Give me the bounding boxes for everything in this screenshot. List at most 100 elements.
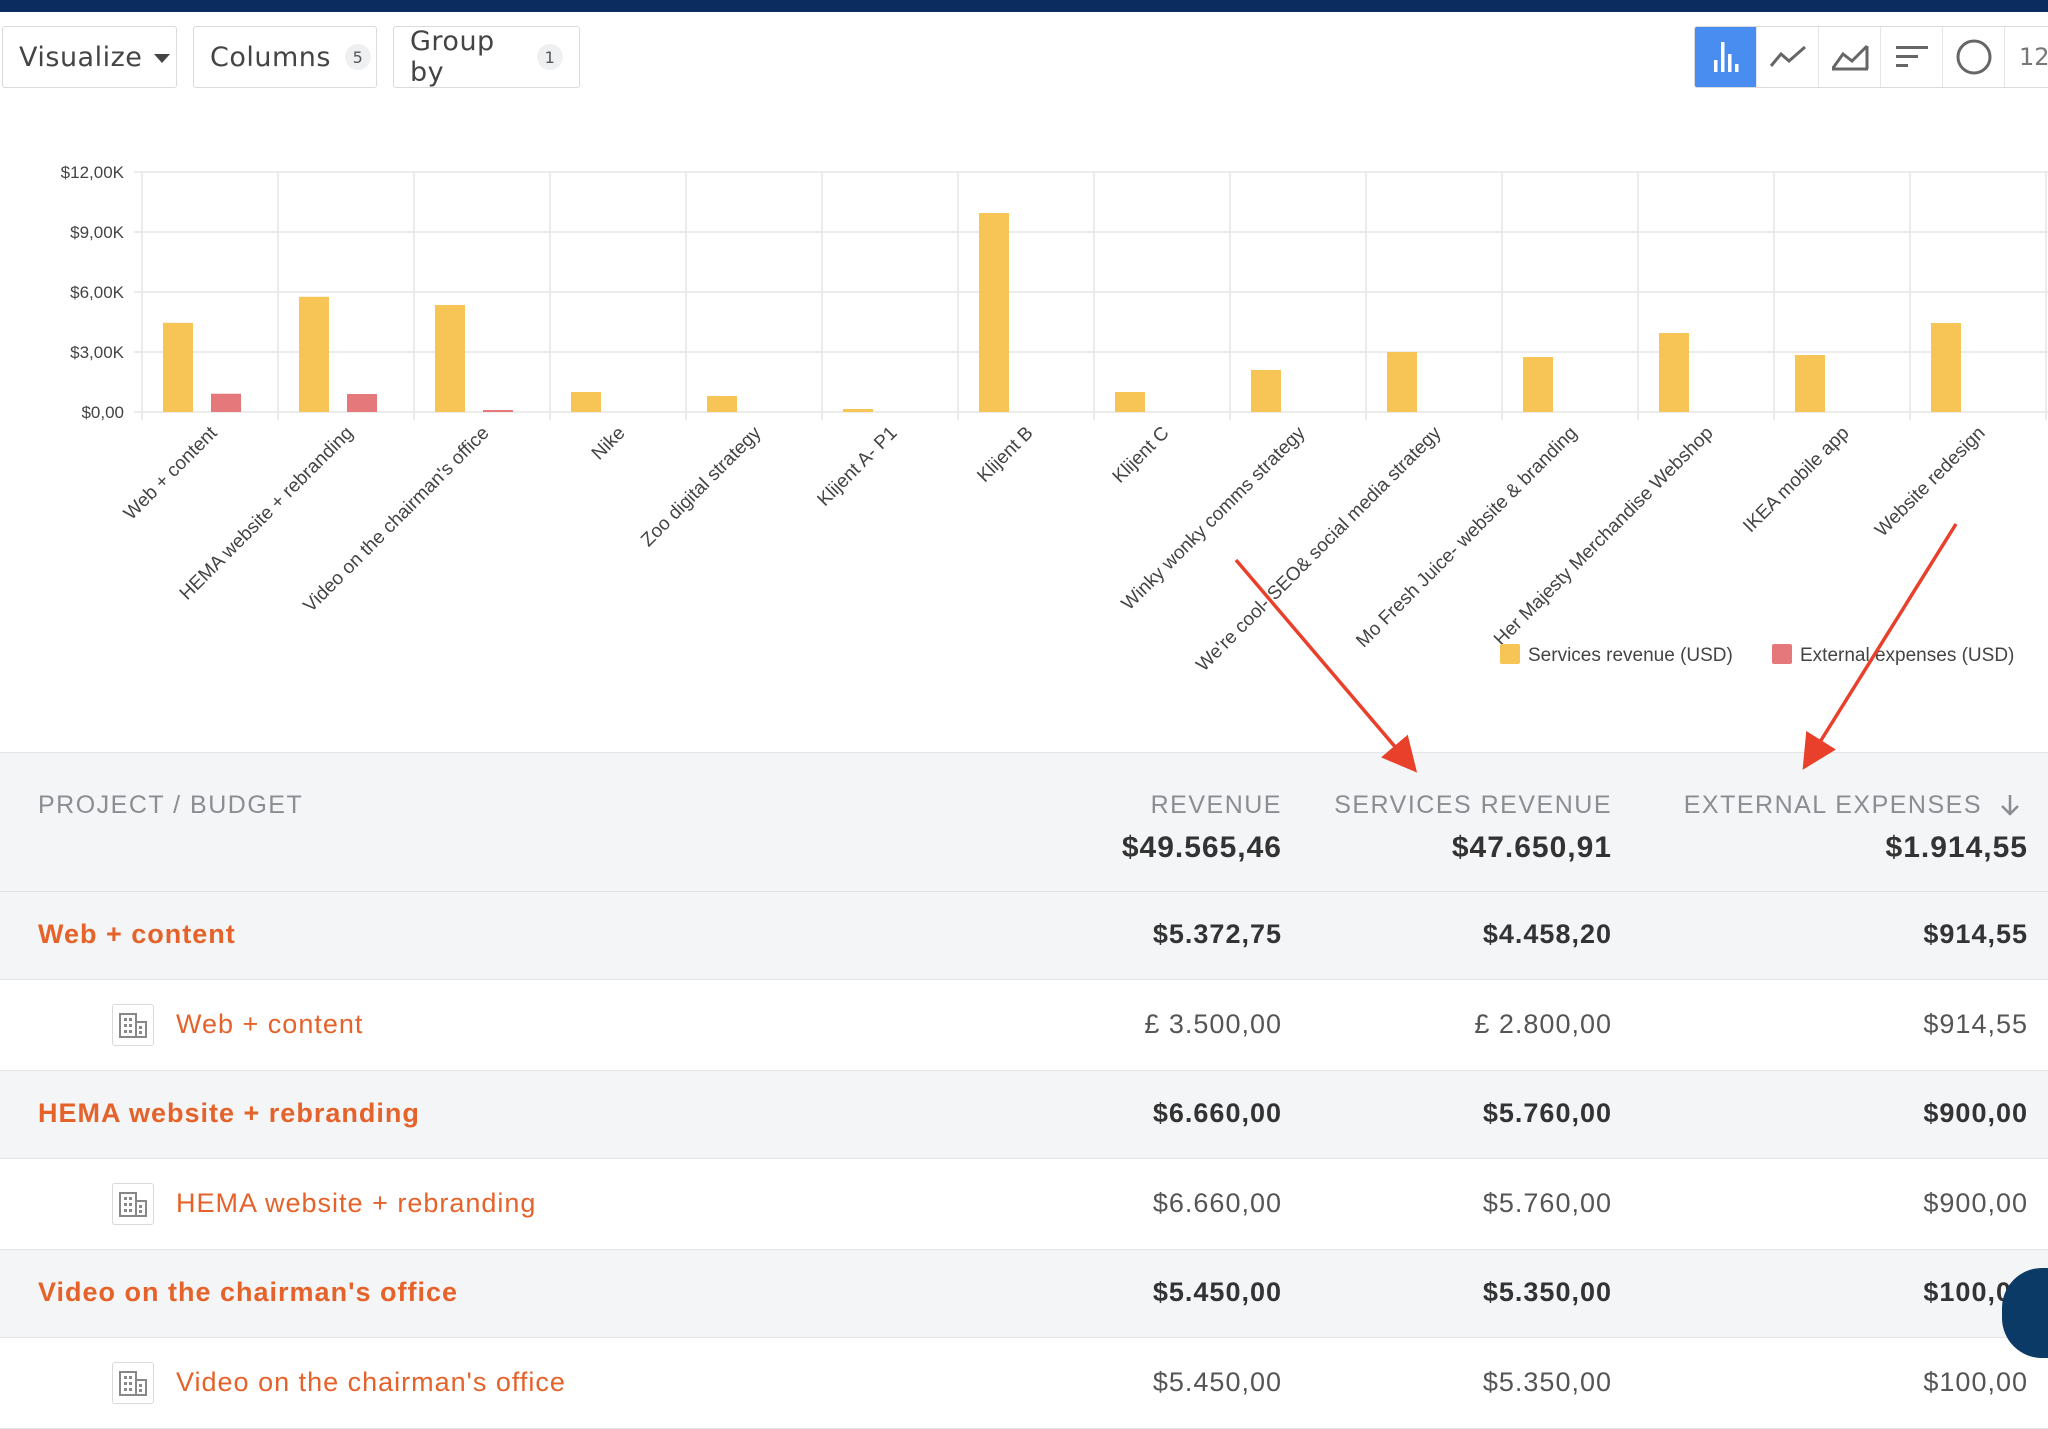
budget-name[interactable]: Video on the chairman's office: [176, 1367, 566, 1397]
number-view-label: 123: [2019, 43, 2048, 71]
services-revenue-bar: [707, 396, 737, 412]
services-revenue-bar: [1931, 323, 1961, 412]
services-revenue-bar: [299, 296, 329, 412]
building-icon: [112, 1362, 154, 1404]
table-row-group[interactable]: HEMA website + rebranding $6.660,00 $5.7…: [0, 1071, 2048, 1159]
y-tick-label: $3,00K: [70, 343, 125, 362]
revenue-cell: $5.450,00: [1152, 1367, 1282, 1397]
y-tick-label: $12,00K: [61, 163, 125, 182]
services-revenue-bar: [163, 322, 193, 412]
table-row-group[interactable]: Video on the chairman's office $5.450,00…: [0, 1250, 2048, 1338]
table-header: PROJECT / BUDGET REVENUE SERVICES REVENU…: [0, 752, 2048, 892]
services-revenue-cell: £ 2.800,00: [1474, 1009, 1612, 1039]
x-category-label: Zoo digital strategy: [637, 422, 766, 551]
services-revenue-bar: [571, 392, 601, 412]
line-chart-icon: [1769, 45, 1806, 67]
column-header-revenue[interactable]: REVENUE: [1150, 791, 1282, 819]
table-row-budget[interactable]: Video on the chairman's office $5.450,00…: [0, 1338, 2048, 1429]
external-expenses-cell: $900,00: [1923, 1188, 2028, 1218]
horizontal-bar-view-button[interactable]: [1881, 27, 1943, 87]
x-category-label: We're cool- SEO& social media strategy: [1192, 422, 1445, 675]
budget-name[interactable]: HEMA website + rebranding: [176, 1188, 537, 1218]
area-chart-view-button[interactable]: [1819, 27, 1881, 87]
table-row-budget[interactable]: Web + content £ 3.500,00 £ 2.800,00 $914…: [0, 980, 2048, 1071]
pie-chart-view-button[interactable]: [1943, 27, 2005, 87]
columns-count-badge: 5: [344, 44, 371, 70]
line-chart-view-button[interactable]: [1757, 27, 1819, 87]
revenue-cell: $5.372,75: [1152, 919, 1282, 949]
external-expenses-cell: $100,00: [1923, 1367, 2028, 1397]
revenue-cell: $5.450,00: [1152, 1277, 1282, 1307]
services-revenue-bar: [979, 213, 1009, 412]
bar-chart-icon: [1713, 42, 1738, 72]
x-category-label: Mo Fresh Juice- website & branding: [1352, 423, 1581, 652]
external-expenses-cell: $914,55: [1923, 919, 2028, 949]
group-by-button[interactable]: Group by 1: [393, 26, 580, 88]
services-revenue-bar: [1387, 352, 1417, 412]
project-name[interactable]: Video on the chairman's office: [38, 1277, 459, 1307]
x-category-label: Klijent A- P1: [814, 423, 902, 511]
column-header-project[interactable]: PROJECT / BUDGET: [38, 791, 304, 819]
total-revenue: $49.565,46: [1121, 831, 1282, 864]
legend-label: Services revenue (USD): [1528, 645, 1733, 666]
legend-label: External expenses (USD): [1800, 645, 2014, 666]
top-bar: [0, 0, 2048, 12]
external-expenses-bar: [211, 393, 241, 412]
y-tick-label: $6,00K: [70, 283, 125, 302]
external-expenses-cell: $914,55: [1923, 1009, 2028, 1039]
project-name[interactable]: HEMA website + rebranding: [38, 1098, 420, 1128]
horizontal-bar-icon: [1895, 46, 1928, 67]
bar-chart-view-button[interactable]: [1695, 27, 1757, 87]
services-revenue-cell: $5.350,00: [1482, 1367, 1612, 1397]
building-icon: [112, 1004, 154, 1046]
group-by-label: Group by: [410, 26, 495, 88]
x-category-label: Her Majesty Merchandise Webshop: [1490, 423, 1717, 650]
columns-button[interactable]: Columns 5: [193, 26, 377, 88]
project-name[interactable]: Web + content: [38, 919, 236, 949]
caret-down-icon: [154, 54, 171, 63]
revenue-cell: $6.660,00: [1152, 1098, 1282, 1128]
column-header-external-expenses[interactable]: EXTERNAL EXPENSES: [1683, 791, 1982, 819]
external-expenses-cell: $900,00: [1923, 1098, 2028, 1128]
y-tick-label: $0,00: [81, 403, 124, 422]
table-row-group[interactable]: Web + content $5.372,75 $4.458,20 $914,5…: [0, 892, 2048, 980]
services-revenue-cell: $5.760,00: [1482, 1188, 1612, 1218]
services-revenue-bar: [843, 409, 873, 412]
services-revenue-bar: [1659, 333, 1689, 412]
column-header-services-revenue[interactable]: SERVICES REVENUE: [1334, 791, 1612, 819]
area-chart-icon: [1831, 44, 1868, 71]
services-revenue-cell: $5.350,00: [1482, 1277, 1612, 1307]
services-revenue-bar: [1251, 370, 1281, 412]
services-revenue-cell: $5.760,00: [1482, 1098, 1612, 1128]
x-category-label: Nike: [588, 423, 630, 465]
sort-descending-icon[interactable]: [1999, 793, 2021, 817]
y-tick-label: $9,00K: [70, 223, 125, 242]
total-external-expenses: $1.914,55: [1885, 831, 2028, 864]
visualize-label: Visualize: [19, 41, 143, 73]
x-category-label: Klijent B: [973, 423, 1037, 487]
pie-chart-icon: [1956, 39, 1991, 75]
budget-name[interactable]: Web + content: [176, 1009, 364, 1039]
external-expenses-bar: [347, 394, 377, 412]
services-revenue-bar: [435, 305, 465, 412]
services-revenue-bar: [1795, 355, 1825, 412]
legend-swatch: [1772, 644, 1792, 664]
number-view-button[interactable]: 123: [2005, 27, 2048, 87]
visualization-switcher: 123: [1694, 26, 2048, 88]
x-category-label: Web + content: [120, 422, 222, 524]
services-revenue-bar: [1523, 357, 1553, 412]
services-revenue-bar: [1115, 392, 1145, 412]
x-category-label: Klijent C: [1109, 423, 1174, 488]
x-category-label: IKEA mobile app: [1739, 423, 1853, 537]
table-row-budget[interactable]: HEMA website + rebranding $6.660,00 $5.7…: [0, 1159, 2048, 1250]
external-expenses-bar: [483, 410, 513, 412]
services-revenue-cell: $4.458,20: [1482, 919, 1612, 949]
revenue-cell: £ 3.500,00: [1144, 1009, 1282, 1039]
visualize-dropdown[interactable]: Visualize: [2, 26, 177, 88]
revenue-cell: $6.660,00: [1152, 1188, 1282, 1218]
x-category-label: Website redesign: [1871, 423, 1989, 541]
legend-swatch: [1500, 644, 1520, 664]
building-icon: [112, 1183, 154, 1225]
columns-label: Columns: [210, 41, 331, 73]
